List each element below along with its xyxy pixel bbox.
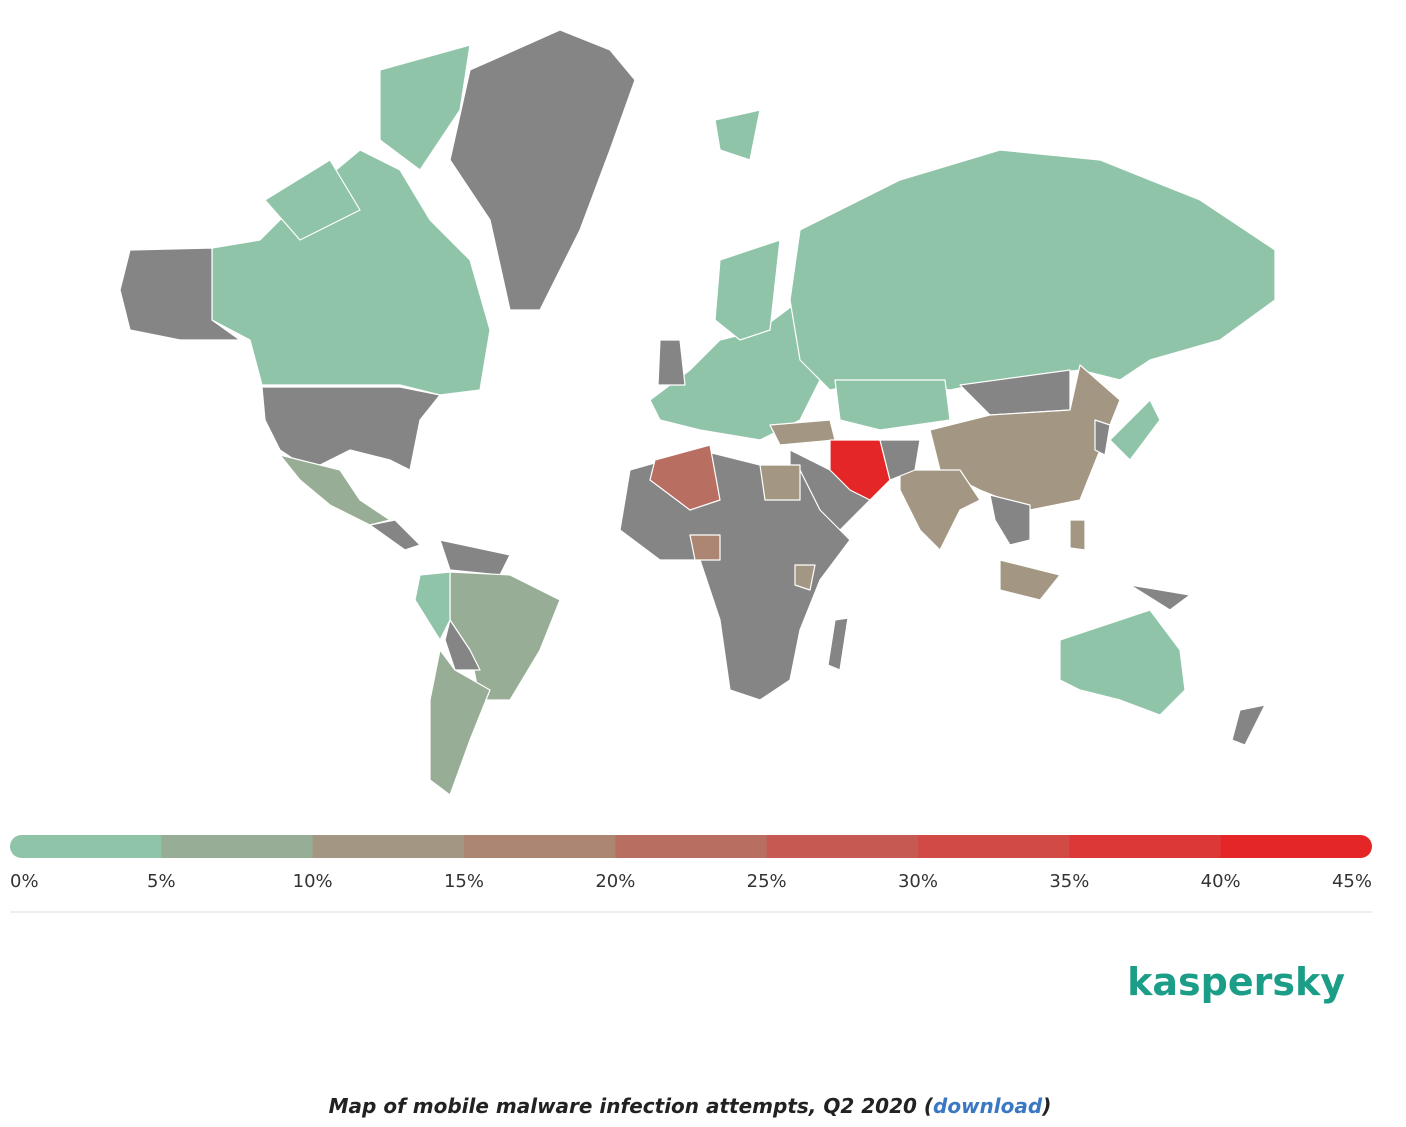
legend-label: 5% xyxy=(147,871,176,892)
algeria xyxy=(649,444,721,511)
legend-swatch xyxy=(161,835,314,858)
download-link[interactable]: download xyxy=(933,1094,1043,1118)
venezuela xyxy=(439,539,511,576)
caption: Map of mobile malware infection attempts… xyxy=(0,1094,1380,1118)
russia xyxy=(789,149,1276,391)
peru xyxy=(414,571,451,641)
legend-label: 30% xyxy=(898,871,938,892)
bolivia xyxy=(444,619,481,671)
legend-label: 40% xyxy=(1201,871,1241,892)
legend-swatch xyxy=(1220,835,1372,858)
legend-label: 0% xyxy=(10,871,39,892)
legend-label: 25% xyxy=(747,871,787,892)
usa xyxy=(261,386,441,471)
turkey xyxy=(769,419,836,446)
egypt xyxy=(759,464,801,501)
southeast-asia xyxy=(989,494,1031,546)
caption-text: Map of mobile malware infection attempts… xyxy=(328,1094,934,1118)
legend-label: 15% xyxy=(444,871,484,892)
figure: kaspersky 0% 5% 10% 15% 20% 25% 30% 35% 40% 45% xyxy=(10,29,1372,1004)
philippines xyxy=(1069,519,1086,551)
arctic-islands xyxy=(264,159,361,241)
legend-swatch xyxy=(10,835,162,858)
greenland xyxy=(449,29,636,311)
madagascar xyxy=(827,617,849,671)
korea xyxy=(1094,419,1111,456)
canada xyxy=(211,149,491,396)
legend xyxy=(10,835,1372,858)
iceland xyxy=(714,109,761,161)
legend-swatch xyxy=(464,835,616,858)
argentina xyxy=(429,649,491,796)
new-zealand xyxy=(1231,704,1266,746)
arctic-islands xyxy=(379,44,471,171)
scandinavia xyxy=(714,239,781,341)
caption-close: ) xyxy=(1042,1094,1052,1118)
legend-label: 10% xyxy=(293,871,333,892)
legend-label: 35% xyxy=(1049,871,1089,892)
legend-swatch xyxy=(918,835,1070,858)
afghanistan xyxy=(879,439,921,481)
legend-swatch xyxy=(766,835,919,858)
papua-new-guinea xyxy=(1129,584,1191,611)
australia xyxy=(1059,609,1186,716)
uk xyxy=(657,339,686,386)
indonesia xyxy=(999,559,1061,601)
kazakhstan xyxy=(834,379,951,431)
kenya xyxy=(794,564,816,591)
mexico xyxy=(279,454,391,526)
nigeria xyxy=(689,534,721,561)
india xyxy=(899,469,981,551)
world-map xyxy=(119,29,1276,796)
legend-label: 45% xyxy=(1332,871,1372,892)
central-america xyxy=(369,519,421,551)
legend-swatch xyxy=(615,835,768,858)
alaska xyxy=(119,247,241,341)
legend-swatch xyxy=(312,835,465,858)
logo: kaspersky xyxy=(1127,960,1345,1004)
legend-label: 20% xyxy=(595,871,635,892)
legend-swatch xyxy=(1069,835,1222,858)
japan xyxy=(1109,399,1161,461)
